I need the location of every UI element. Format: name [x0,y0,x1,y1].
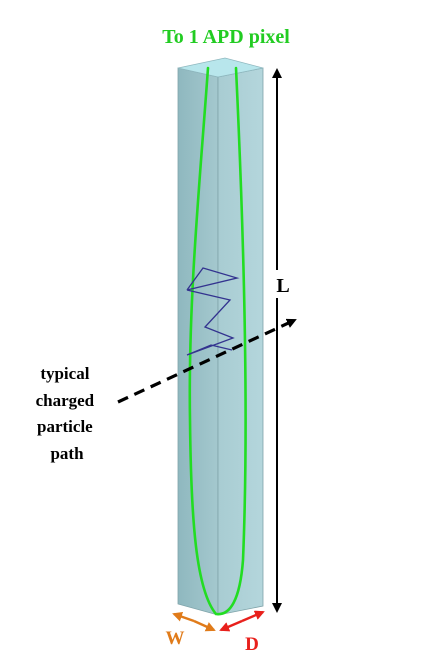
particle-path-label: typical charged particle path [36,364,99,463]
title: To 1 APD pixel [162,26,290,48]
crystal-bar [177,57,264,616]
width-arrow-end [193,619,216,632]
particle-path-label-line: particle [37,417,93,436]
depth-arrow [219,619,243,632]
particle-path-arrow [117,318,297,404]
crystal-front-face [177,67,219,616]
particle-path-label-line: path [50,444,84,463]
width-arrow [172,611,195,623]
length-label-bg [268,270,290,298]
particle-path-label-line: charged [36,391,95,410]
width-label: W [166,628,185,649]
length-label: L [276,275,289,297]
depth-arrow-end [241,610,265,623]
particle-path-label-line: typical [40,364,89,383]
particle-zigzag [186,267,240,356]
light-path [188,66,247,616]
depth-label: D [245,634,259,655]
crystal-top-face [177,57,264,78]
